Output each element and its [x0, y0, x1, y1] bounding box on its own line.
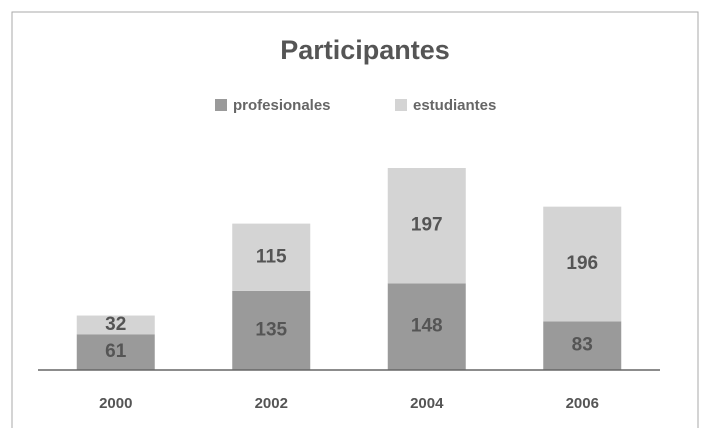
x-tick-label: 2004 — [410, 395, 444, 412]
x-tick-label: 2006 — [566, 395, 599, 412]
x-tick-label: 2000 — [99, 395, 132, 412]
legend-label: profesionales — [233, 97, 331, 114]
bar-segment — [232, 290, 311, 370]
value-label: 115 — [256, 246, 287, 267]
x-tick-label: 2002 — [255, 395, 288, 412]
legend-swatch — [215, 99, 227, 111]
value-label: 135 — [255, 319, 287, 340]
bar-segment — [76, 315, 155, 335]
legend-label: estudiantes — [413, 97, 496, 114]
bar-segment — [232, 223, 311, 291]
value-label: 61 — [105, 341, 127, 362]
bar-segment — [76, 334, 155, 370]
bar-segment — [387, 283, 466, 370]
value-label: 32 — [105, 314, 126, 335]
value-label: 197 — [411, 215, 443, 236]
bar-segment — [543, 321, 622, 370]
value-label: 148 — [411, 316, 443, 337]
chart-title: Participantes — [280, 35, 450, 65]
bar-segment — [543, 206, 622, 322]
bar-segment — [387, 168, 466, 284]
value-label: 196 — [566, 253, 598, 274]
legend-swatch — [395, 99, 407, 111]
value-label: 83 — [572, 335, 593, 356]
